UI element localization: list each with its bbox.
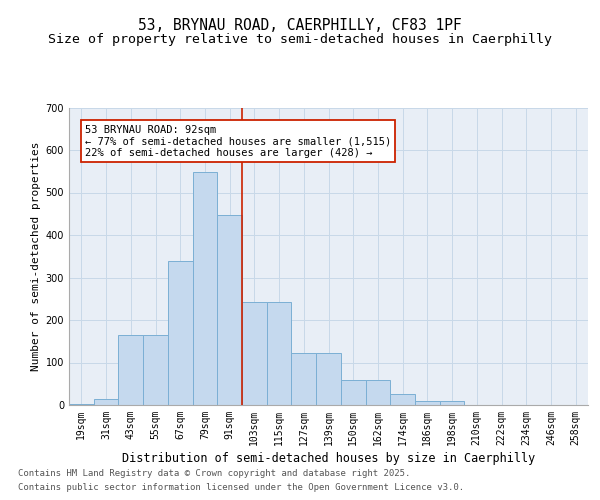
Bar: [69, 404, 94, 405]
Bar: [193, 172, 217, 405]
Bar: [217, 215, 242, 405]
Bar: [292, 353, 316, 405]
Bar: [168, 262, 193, 405]
Bar: [341, 380, 365, 405]
Text: Size of property relative to semi-detached houses in Caerphilly: Size of property relative to semi-detach…: [48, 32, 552, 46]
Bar: [440, 401, 464, 405]
Text: Contains public sector information licensed under the Open Government Licence v3: Contains public sector information licen…: [18, 484, 464, 492]
Bar: [316, 353, 341, 405]
X-axis label: Distribution of semi-detached houses by size in Caerphilly: Distribution of semi-detached houses by …: [122, 452, 535, 465]
Bar: [143, 335, 168, 405]
Bar: [267, 302, 292, 405]
Bar: [365, 380, 390, 405]
Bar: [415, 401, 440, 405]
Bar: [390, 394, 415, 405]
Bar: [118, 335, 143, 405]
Bar: [242, 302, 267, 405]
Text: Contains HM Land Registry data © Crown copyright and database right 2025.: Contains HM Land Registry data © Crown c…: [18, 468, 410, 477]
Y-axis label: Number of semi-detached properties: Number of semi-detached properties: [31, 142, 41, 371]
Bar: [94, 400, 118, 405]
Text: 53, BRYNAU ROAD, CAERPHILLY, CF83 1PF: 53, BRYNAU ROAD, CAERPHILLY, CF83 1PF: [138, 18, 462, 32]
Text: 53 BRYNAU ROAD: 92sqm
← 77% of semi-detached houses are smaller (1,515)
22% of s: 53 BRYNAU ROAD: 92sqm ← 77% of semi-deta…: [85, 124, 391, 158]
